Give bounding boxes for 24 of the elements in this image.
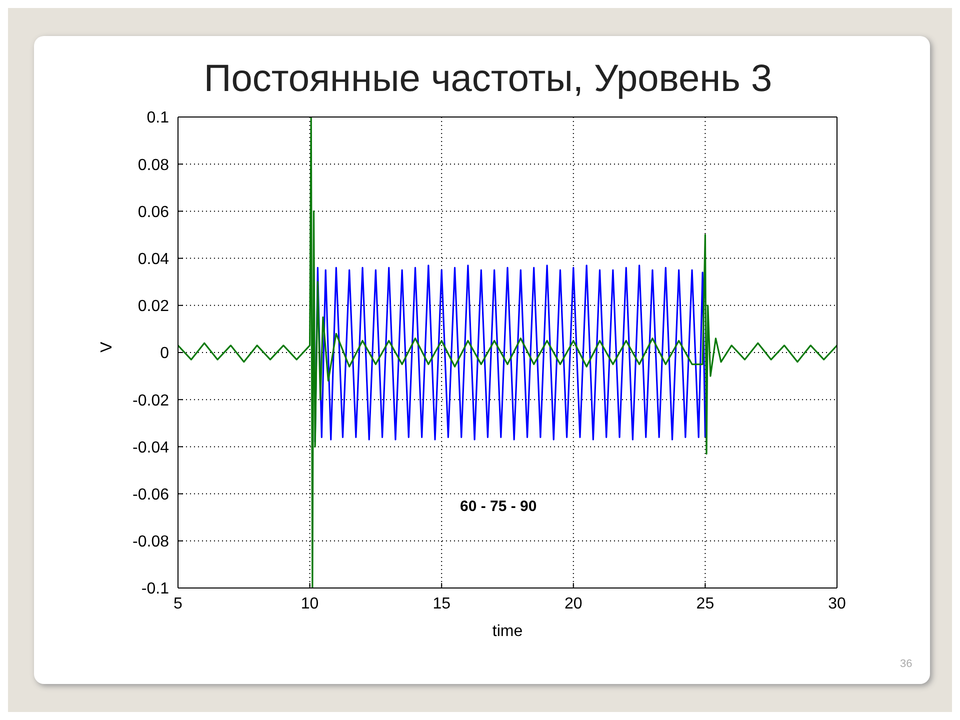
line-series	[178, 117, 837, 588]
x-tick-label: 20	[564, 595, 582, 612]
x-tick-label: 30	[828, 595, 846, 612]
annotation: 60 - 75 - 90	[460, 498, 537, 515]
y-tick-label: -0.06	[132, 486, 170, 504]
y-tick-label: -0.02	[132, 392, 170, 410]
x-tick-label: 5	[174, 595, 183, 612]
y-tick-label: 0.1	[146, 110, 170, 127]
y-tick-label: 0.04	[138, 250, 170, 268]
y-tick-label: 0.02	[138, 298, 170, 316]
y-tick-label: -0.1	[141, 580, 170, 598]
line-series	[314, 264, 706, 443]
y-tick-label: 0.06	[138, 204, 170, 221]
x-tick-label: 15	[432, 595, 451, 612]
chart-title: Постоянные частоты, Уровень 3	[202, 58, 774, 101]
x-axis-title: time	[492, 623, 523, 640]
y-tick-label: -0.04	[132, 439, 170, 456]
y-axis-title: V	[98, 342, 116, 352]
y-tick-label: 0	[160, 345, 170, 362]
y-tick-label: 0.08	[138, 156, 170, 174]
y-tick-label: -0.08	[132, 534, 170, 551]
text: 36	[900, 658, 912, 670]
x-tick-label: 10	[300, 595, 319, 612]
x-tick-label: 25	[696, 595, 714, 612]
